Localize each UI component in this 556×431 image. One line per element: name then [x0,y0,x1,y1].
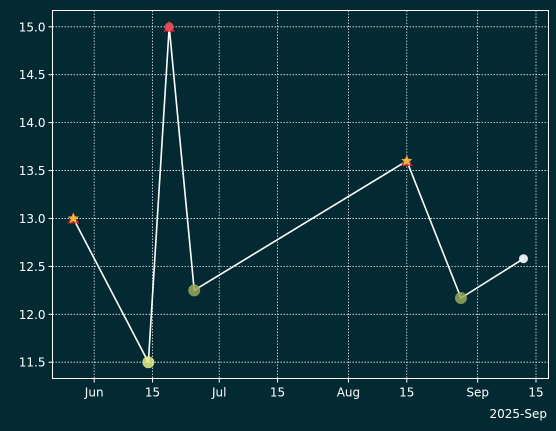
star-marker [67,212,80,224]
x-tick-label: Sep [466,386,489,400]
circle-marker [188,284,201,297]
y-tick-label: 12.0 [19,308,46,322]
circle-marker [142,356,155,369]
circle-marker [454,292,467,304]
x-tick-label: 15 [145,386,160,400]
y-tick-label: 11.5 [19,356,46,370]
y-tick-label: 13.5 [19,164,46,178]
y-axis: 11.5 12.0 12.5 13.0 13.5 14.0 14.5 15.0 [19,20,53,370]
x-axis-offset-label: 2025-Sep [490,407,548,421]
star-marker [401,154,413,166]
x-tick-label: Aug [337,386,360,400]
x-tick-label: 15 [528,386,543,400]
x-tick-label: 15 [399,386,414,400]
grid-lines [52,10,549,379]
x-tick-label: 15 [270,386,285,400]
x-axis: Jun 15 Jul 15 Aug 15 Sep 15 [84,378,544,400]
axes-frame [52,10,549,379]
y-tick-label: 13.0 [19,212,46,226]
circle-marker [518,254,528,264]
data-markers [67,20,528,369]
x-tick-label: Jun [84,386,104,400]
y-tick-label: 14.0 [19,116,46,130]
y-tick-label: 14.5 [19,68,46,82]
x-tick-label: Jul [211,386,226,400]
y-tick-label: 15.0 [19,20,46,34]
circle-marker [164,22,174,32]
y-tick-label: 12.5 [19,260,46,274]
